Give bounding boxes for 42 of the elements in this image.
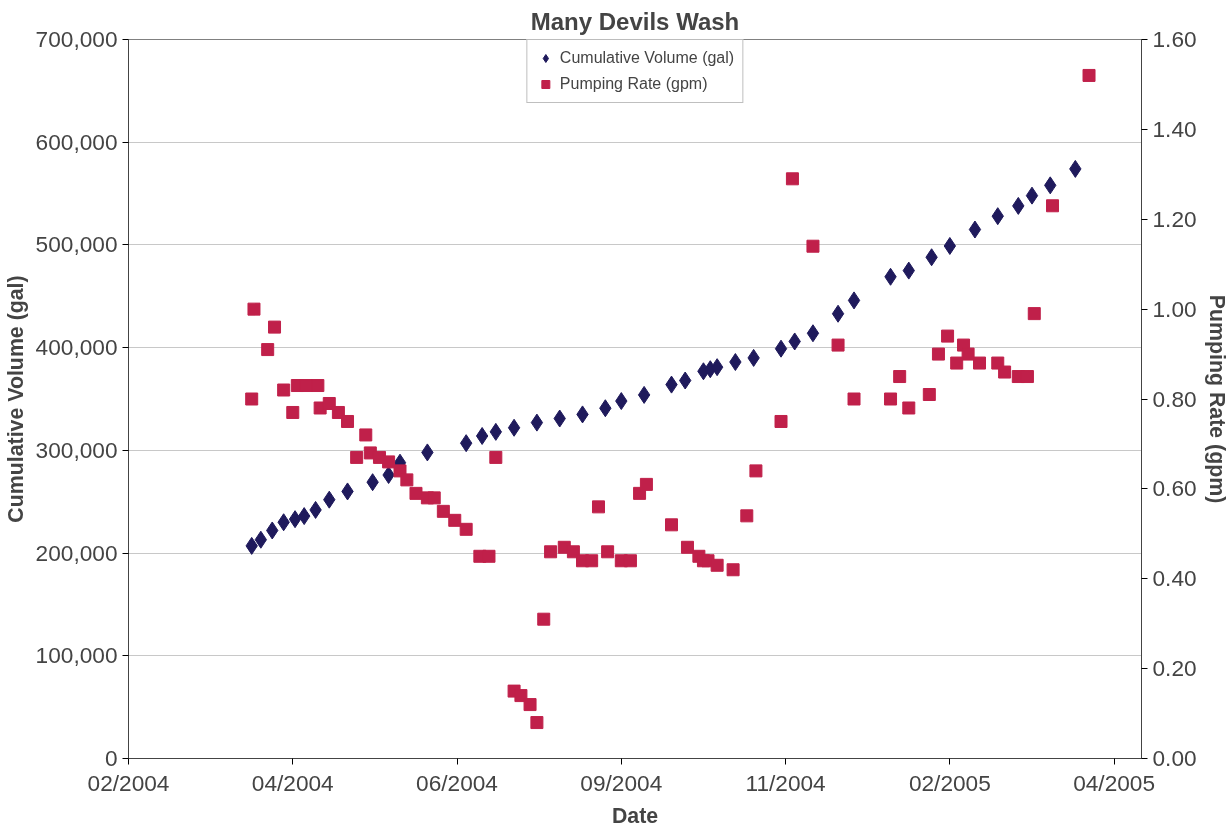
legend-label: Pumping Rate (gpm) [559, 75, 708, 93]
y2-tick-label: 0.20 [1152, 655, 1197, 682]
x-tick-label: 02/2005 [908, 769, 991, 796]
y-tick-label: 500,000 [35, 231, 118, 258]
point [507, 418, 521, 437]
y-tick-label: 0 [104, 745, 118, 771]
y2-tick-label: 0.00 [1152, 745, 1197, 771]
point [475, 426, 489, 445]
point [530, 413, 544, 432]
x-tick-label: 09/2004 [580, 769, 663, 796]
y2-tick-label: 1.40 [1152, 115, 1197, 142]
y-axis-title: Cumulative Volume (gal) [3, 275, 28, 523]
y-tick-label: 300,000 [35, 436, 118, 463]
x-tick-label: 04/2005 [1073, 769, 1156, 796]
point [806, 324, 820, 343]
point [637, 385, 651, 404]
y2-tick-label: 0.60 [1152, 475, 1197, 502]
point [831, 304, 845, 323]
x-axis-title: Date [611, 803, 659, 828]
y2-tick-label: 1.00 [1152, 295, 1197, 322]
y-tick-label: 600,000 [35, 128, 118, 155]
point [847, 291, 861, 310]
y-tick-label: 400,000 [35, 334, 118, 361]
y2-tick-label: 0.40 [1152, 565, 1197, 592]
point [774, 339, 788, 358]
y2-tick-label: 1.20 [1152, 205, 1197, 232]
x-tick-label: 11/2004 [745, 769, 826, 796]
y2-tick-label: 1.60 [1152, 26, 1197, 52]
point [943, 236, 957, 255]
x-tick-label: 02/2004 [87, 769, 170, 796]
y-tick-label: 100,000 [35, 642, 118, 669]
legend-label: Cumulative Volume (gal) [559, 49, 735, 67]
x-tick-label: 06/2004 [416, 769, 498, 796]
point [288, 510, 302, 529]
y2-tick-label: 0.80 [1152, 385, 1197, 412]
point [968, 220, 982, 239]
y-tick-label: 700,000 [35, 26, 118, 52]
point [1025, 186, 1039, 205]
x-tick-label: 04/2004 [251, 769, 334, 796]
y-tick-label: 200,000 [35, 539, 118, 566]
y2-axis-title: Pumping Rate (gpm) [1204, 294, 1229, 504]
chart-title: Many Devils Wash [530, 7, 740, 35]
